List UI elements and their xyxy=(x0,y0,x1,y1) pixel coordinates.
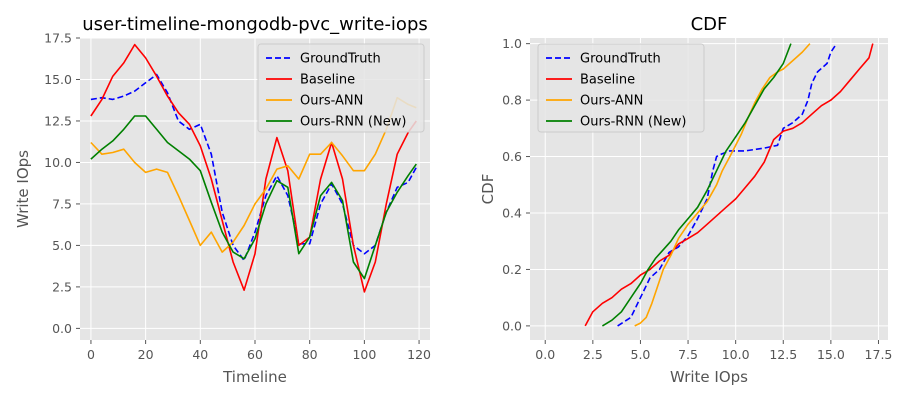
y-tick-label: 0.0 xyxy=(52,321,72,336)
legend-box xyxy=(257,43,425,133)
legend-label: Ours-ANN xyxy=(580,94,643,109)
legend-label: Ours-RNN (New) xyxy=(580,115,686,130)
y-tick-label: 10.0 xyxy=(44,155,72,170)
timeline-chart: 0 20 40 60 80 100 120 0.0 2.5 5.0 7.5 10.0 12.5 15.0 1… xyxy=(14,14,431,386)
x-tick-label: 60 xyxy=(247,347,263,362)
series-line-baseline xyxy=(584,43,874,327)
x-tick-label: 120 xyxy=(407,347,431,362)
x-tick-label: 5.0 xyxy=(631,347,651,362)
y-axis-label: CDF xyxy=(479,174,497,205)
tick-labels: 0 20 40 60 80 100 120 0.0 2.5 5.0 7.5 10.0 12.5 15.0 1… xyxy=(44,31,431,363)
x-tick-label: 80 xyxy=(302,347,318,362)
legend-label: GroundTruth xyxy=(300,52,381,67)
y-tick-label: 12.5 xyxy=(44,113,72,128)
x-tick-label: 0.0 xyxy=(535,347,555,362)
x-tick-label: 0 xyxy=(87,347,95,362)
y-tick-label: 1.0 xyxy=(502,36,522,51)
chart-title: CDF xyxy=(691,14,728,35)
legend-label: GroundTruth xyxy=(580,52,661,67)
x-tick-label: 40 xyxy=(192,347,208,362)
legend-label: Baseline xyxy=(300,73,355,88)
legend-box xyxy=(537,43,705,133)
legend: GroundTruth Baseline Ours-ANN Ours-RNN (New… xyxy=(537,43,705,133)
y-tick-label: 0.4 xyxy=(502,205,522,220)
x-tick-label: 12.5 xyxy=(769,347,797,362)
x-tick-label: 15.0 xyxy=(817,347,845,362)
y-tick-label: 0.8 xyxy=(502,93,522,108)
chart-title: user-timeline-mongodb-pvc_write-iops xyxy=(82,14,428,35)
y-tick-label: 0.0 xyxy=(502,318,522,333)
legend: GroundTruth Baseline Ours-ANN Ours-RNN (New… xyxy=(257,43,425,133)
x-axis-label: Timeline xyxy=(222,368,287,386)
x-tick-label: 7.5 xyxy=(678,347,698,362)
series-line-ours-rnn-new xyxy=(90,115,417,280)
x-tick-label: 17.5 xyxy=(865,347,893,362)
tick-labels: 0.0 2.5 5.0 7.5 10.0 12.5 15.0 17.5 0.0 0.2 0.4 0.6… xyxy=(502,36,892,362)
y-tick-label: 0.6 xyxy=(502,149,522,164)
legend-label: Ours-ANN xyxy=(300,94,363,109)
y-tick-label: 7.5 xyxy=(52,196,72,211)
series-line-baseline xyxy=(90,43,417,293)
legend-label: Ours-RNN (New) xyxy=(300,115,406,130)
y-axis-label: Write IOps xyxy=(14,150,32,228)
series-lines xyxy=(90,43,418,293)
series-lines xyxy=(584,43,874,327)
y-tick-label: 2.5 xyxy=(52,279,72,294)
cdf-chart: 0.0 2.5 5.0 7.5 10.0 12.5 15.0 17.5 0.0 0.2 0.4 0.6… xyxy=(479,14,892,386)
y-tick-label: 17.5 xyxy=(44,31,72,46)
y-tick-label: 5.0 xyxy=(52,238,72,253)
y-tick-label: 0.2 xyxy=(502,262,522,277)
series-line-ours-ann xyxy=(90,96,417,253)
x-tick-label: 20 xyxy=(138,347,154,362)
legend-label: Baseline xyxy=(580,73,635,88)
x-axis-label: Write IOps xyxy=(670,368,748,386)
series-line-ours-rnn-new xyxy=(601,43,792,327)
x-tick-label: 10.0 xyxy=(722,347,750,362)
x-tick-label: 100 xyxy=(352,347,376,362)
y-tick-label: 15.0 xyxy=(44,72,72,87)
series-line-groundtruth xyxy=(90,73,418,262)
x-tick-label: 2.5 xyxy=(583,347,603,362)
